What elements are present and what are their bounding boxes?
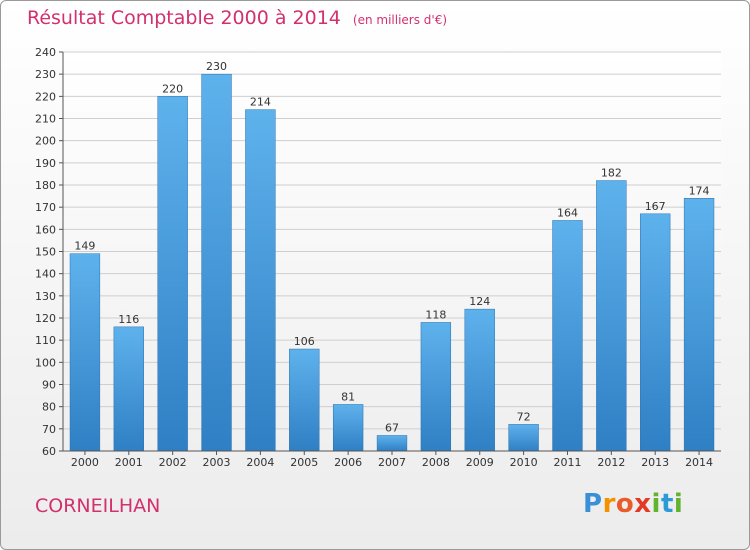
x-tick-label-2003: 2003 xyxy=(203,456,231,469)
y-tick-label: 110 xyxy=(35,334,56,347)
bar-2003 xyxy=(201,73,232,452)
bar-2008 xyxy=(420,322,452,452)
x-tick-label-2004: 2004 xyxy=(246,456,274,469)
bar-2009 xyxy=(464,308,495,452)
bar-2002 xyxy=(157,96,188,452)
x-tick-label-2014: 2014 xyxy=(685,456,713,469)
y-tick-label: 150 xyxy=(35,246,56,259)
bar-2000 xyxy=(69,253,101,452)
y-tick-label: 170 xyxy=(35,201,56,214)
y-tick-label: 90 xyxy=(42,379,56,392)
y-tick-label: 120 xyxy=(35,312,56,325)
y-tick-label: 160 xyxy=(35,223,56,236)
value-label-2011: 164 xyxy=(557,206,578,219)
bar-2007 xyxy=(376,435,408,452)
bar-2006 xyxy=(332,404,364,452)
bar-2014 xyxy=(683,198,715,452)
x-tick-label-2005: 2005 xyxy=(290,456,318,469)
value-label-2004: 214 xyxy=(250,96,271,109)
value-label-2013: 167 xyxy=(645,200,666,213)
chart-header: Résultat Comptable 2000 à 2014 (en milli… xyxy=(27,7,447,29)
y-tick-label: 230 xyxy=(35,68,56,81)
x-tick-label-2013: 2013 xyxy=(641,456,669,469)
value-label-2007: 67 xyxy=(385,421,399,434)
value-label-2001: 116 xyxy=(118,313,139,326)
bar-2005 xyxy=(289,348,320,452)
chart-title: Résultat Comptable 2000 à 2014 xyxy=(27,7,341,29)
value-label-2008: 118 xyxy=(425,308,446,321)
bar-2012 xyxy=(596,180,627,452)
x-tick-label-2000: 2000 xyxy=(71,456,99,469)
y-tick-label: 200 xyxy=(35,135,56,148)
value-label-2002: 220 xyxy=(162,82,183,95)
y-tick-label: 70 xyxy=(42,423,56,436)
bar-2013 xyxy=(640,213,671,452)
y-tick-label: 190 xyxy=(35,157,56,170)
proxiti-logo: Proxiti xyxy=(583,489,684,519)
value-label-2003: 230 xyxy=(206,60,227,73)
y-tick-label: 130 xyxy=(35,290,56,303)
bar-2004 xyxy=(245,109,276,452)
x-tick-label-2001: 2001 xyxy=(115,456,143,469)
value-label-2006: 81 xyxy=(341,390,355,403)
x-tick-label-2006: 2006 xyxy=(334,456,362,469)
bar-2010 xyxy=(508,424,539,452)
x-tick-label-2010: 2010 xyxy=(510,456,538,469)
y-tick-label: 240 xyxy=(35,46,56,59)
bar-2001 xyxy=(113,326,144,452)
x-tick-label-2008: 2008 xyxy=(422,456,450,469)
x-tick-label-2007: 2007 xyxy=(378,456,406,469)
value-label-2009: 124 xyxy=(469,295,490,308)
value-label-2000: 149 xyxy=(74,240,95,253)
chart-subtitle: (en milliers d'€) xyxy=(352,13,448,27)
y-tick-label: 210 xyxy=(35,113,56,126)
x-tick-label-2002: 2002 xyxy=(159,456,187,469)
y-tick-label: 140 xyxy=(35,268,56,281)
bar-2011 xyxy=(552,220,583,452)
y-tick-label: 60 xyxy=(42,445,56,458)
value-label-2012: 182 xyxy=(601,167,622,180)
value-label-2005: 106 xyxy=(294,335,315,348)
value-label-2014: 174 xyxy=(689,184,710,197)
value-label-2010: 72 xyxy=(517,410,531,423)
y-tick-label: 180 xyxy=(35,179,56,192)
commune-name: CORNEILHAN xyxy=(35,495,161,517)
y-tick-label: 220 xyxy=(35,90,56,103)
x-tick-label-2012: 2012 xyxy=(597,456,625,469)
x-tick-label-2011: 2011 xyxy=(553,456,581,469)
y-tick-label: 100 xyxy=(35,356,56,369)
y-tick-label: 80 xyxy=(42,401,56,414)
x-tick-label-2009: 2009 xyxy=(466,456,494,469)
